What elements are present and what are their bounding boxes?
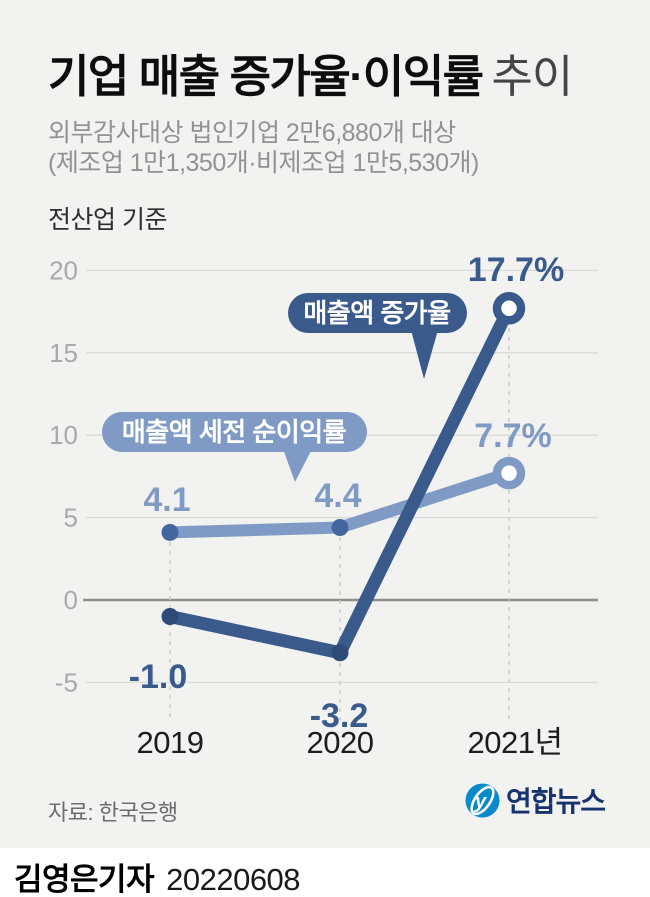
series-callout-light: 매출액 세전 순이익률 [102, 412, 367, 482]
series-lines-layer [161, 292, 526, 662]
value-label: 17.7% [468, 251, 564, 289]
series-label-light: 매출액 세전 순이익률 [122, 417, 347, 447]
value-label: -1.0 [129, 658, 188, 696]
x-axis-label: 2021년 [468, 725, 563, 760]
callout-bubble-light [102, 412, 367, 452]
svg-text:y: y [474, 791, 487, 813]
subtitle-line-1: 외부감사대상 법인기업 2만6,880개 대상 [48, 119, 456, 147]
agency-globe-icon: y [465, 783, 500, 817]
y-tick-label: 20 [49, 255, 78, 285]
data-point-ring [492, 456, 526, 490]
data-point-dot [331, 644, 349, 662]
y-tick-label: 0 [64, 585, 78, 615]
y-tick-label: 5 [64, 503, 78, 533]
dashed-guides-layer [169, 328, 510, 720]
reporter-name: 김영은기자 [14, 862, 155, 897]
data-point-dot [161, 523, 179, 541]
byline-strip: 김영은기자 20220608 [0, 848, 650, 897]
data-point-ring [492, 292, 526, 325]
publish-date: 20220608 [166, 862, 301, 897]
agency-name: 연합뉴스 [506, 786, 606, 817]
subtitle: 외부감사대상 법인기업 2만6,880개 대상 (제조업 1만1,350개·비제… [48, 118, 479, 178]
value-label: 4.1 [143, 481, 190, 519]
y-tick-label: 15 [49, 338, 78, 368]
agency-logo: y 연합뉴스 [464, 780, 606, 820]
value-labels-layer: -1.0 -3.2 17.7% 4.1 4.4 7.7% [129, 251, 565, 735]
source-note: 자료: 한국은행 [48, 800, 178, 825]
subtitle-line-2: (제조업 1만1,350개·비제조업 1만5,530개) [48, 149, 479, 177]
series-callout-dark: 매출액 증가율 [288, 293, 467, 379]
callout-bubble-dark [288, 293, 467, 333]
title-suffix: 추이 [491, 51, 574, 102]
value-label: -3.2 [310, 697, 369, 735]
x-axis-label: 2020 [307, 725, 374, 760]
value-label: 7.7% [474, 417, 552, 455]
value-label: 4.4 [314, 477, 361, 515]
callout-tail-light [283, 449, 312, 482]
data-point-dot [331, 518, 349, 536]
title-main: 기업 매출 증가율·이익률 [48, 51, 484, 102]
y-tick-label: 10 [49, 420, 78, 450]
page-title: 기업 매출 증가율·이익률 추이 [48, 40, 574, 105]
callout-tail-dark [411, 330, 438, 379]
byline: 김영은기자 20220608 [14, 854, 301, 897]
data-point-dot [161, 607, 179, 625]
y-tick-label: -5 [55, 667, 78, 697]
gridlines-layer: 20 15 10 5 0 -5 [49, 255, 598, 697]
scope-note: 전산업 기준 [48, 206, 167, 234]
x-axis-label: 2019 [137, 725, 204, 760]
series-label-dark: 매출액 증가율 [303, 298, 450, 328]
x-axis-labels-layer: 2019 2020 2021년 [137, 725, 563, 760]
